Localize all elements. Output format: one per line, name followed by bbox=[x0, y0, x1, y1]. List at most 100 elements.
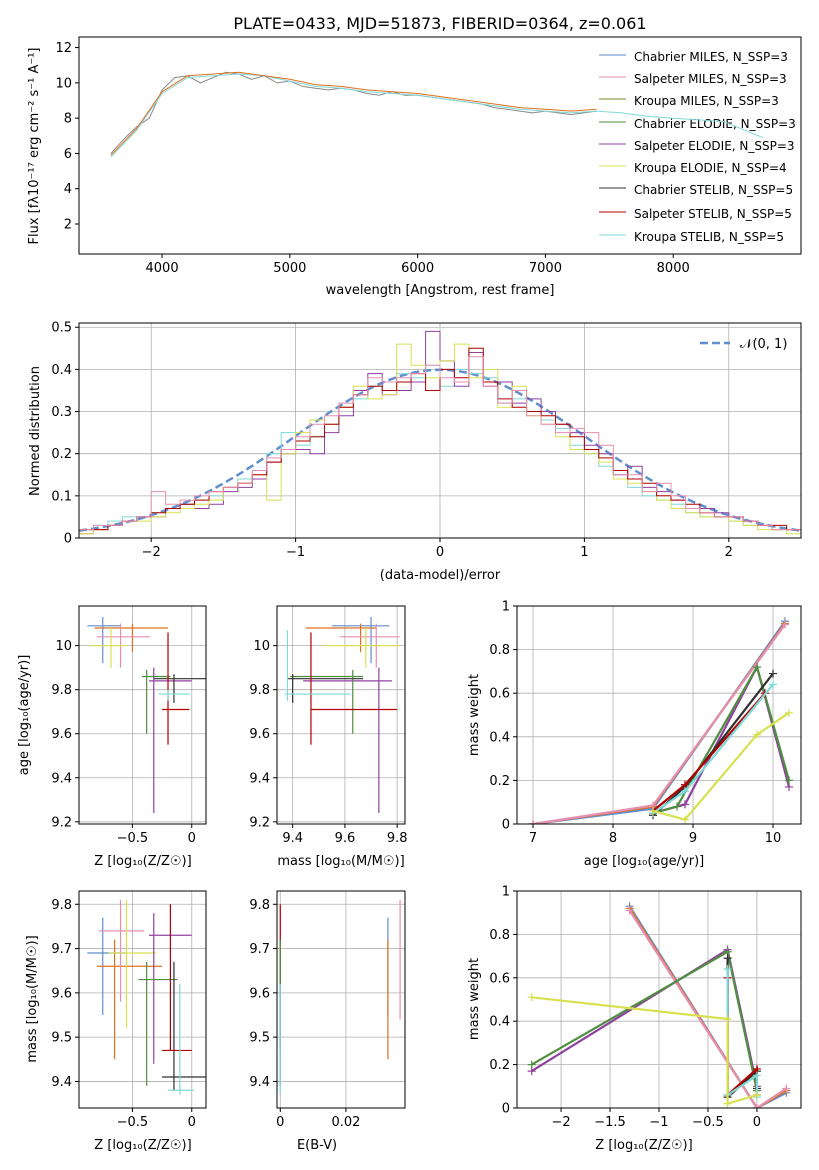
y-tick-label: 9.2 bbox=[51, 815, 72, 830]
series-line bbox=[652, 711, 790, 821]
data-point-marker bbox=[723, 965, 732, 974]
mass-vs-Z-xlabel: Z [log₁₀(Z/Z☉)] bbox=[94, 1138, 191, 1153]
data-point-marker bbox=[681, 800, 689, 809]
legend-entry: Chabrier STELIB, N_SSP=5 bbox=[634, 183, 793, 197]
series-line bbox=[110, 73, 763, 158]
y-tick-label: 9.8 bbox=[249, 683, 270, 698]
x-tick-label: 7 bbox=[529, 831, 537, 846]
x-tick-label: −0.5 bbox=[117, 1115, 149, 1130]
mass-vs-EBV-series-group bbox=[279, 899, 401, 1095]
data-point-marker bbox=[785, 776, 793, 785]
age-vs-mass-series-group bbox=[284, 617, 400, 813]
massweight-vs-Z-plot: −2 −1.5 −1 −0.5 0 0 0.2 0.4 0.6 0.8 1 bbox=[489, 885, 802, 1130]
y-tick-label: 9.6 bbox=[51, 727, 72, 742]
age-vs-Z-ylabel: age [log₁₀(age/yr)] bbox=[17, 655, 32, 776]
massweight-vs-age-series-group bbox=[529, 617, 793, 824]
data-point-marker bbox=[529, 820, 537, 824]
figure-title: PLATE=0433, MJD=51873, FIBERID=0364, z=0… bbox=[233, 14, 646, 33]
y-tick-label: 9.7 bbox=[51, 942, 72, 957]
x-tick-label: −1 bbox=[286, 545, 305, 560]
mass-vs-Z-series-group bbox=[87, 899, 206, 1095]
x-tick-label: 2 bbox=[725, 545, 733, 560]
y-tick-label: 0 bbox=[502, 818, 510, 833]
data-point-marker bbox=[527, 1060, 536, 1069]
data-point-marker bbox=[752, 1090, 761, 1099]
data-point-marker bbox=[752, 1071, 761, 1080]
legend-entry: Salpeter STELIB, N_SSP=5 bbox=[634, 207, 792, 221]
massweight-vs-age-plot: 7 8 9 10 0 0.2 0.4 0.6 0.8 1 bbox=[489, 600, 802, 846]
x-tick-label: 7000 bbox=[529, 261, 562, 276]
residuals-plot: −2 −1 0 1 2 0 0.1 0.2 0.3 0.4 0.5 bbox=[51, 321, 802, 560]
mass-vs-EBV-xlabel: E(B-V) bbox=[297, 1138, 337, 1153]
spectrum-xlabel: wavelength [Angstrom, rest frame] bbox=[326, 283, 555, 298]
x-tick-label: 9.6 bbox=[335, 831, 356, 846]
y-tick-label: 9.2 bbox=[249, 815, 270, 830]
spectrum-ylabel: Flux [fλ10⁻¹⁷ erg cm⁻² s⁻¹ A⁻¹] bbox=[27, 48, 42, 245]
massweight-vs-Z-xlabel: Z [log₁₀(Z/Z☉)] bbox=[595, 1138, 692, 1153]
y-tick-label: 0.4 bbox=[489, 730, 510, 745]
series-line bbox=[531, 996, 758, 1106]
age-vs-Z-series-group bbox=[87, 617, 206, 813]
age-vs-mass-frame bbox=[276, 605, 406, 825]
data-point-marker bbox=[649, 806, 657, 815]
residuals-ylabel: Normed distribution bbox=[28, 366, 43, 496]
residuals-legend-label: 𝒩(0, 1) bbox=[740, 337, 787, 352]
y-tick-label: 0.2 bbox=[489, 774, 510, 789]
x-tick-label: −0.5 bbox=[117, 831, 149, 846]
massweight-vs-Z-series-group bbox=[527, 902, 791, 1108]
x-tick-label: 0 bbox=[276, 1115, 284, 1130]
mass-vs-Z-plot: −0.5 0 9.4 9.5 9.6 9.7 9.8 bbox=[51, 890, 207, 1130]
y-tick-label: 0 bbox=[64, 532, 72, 547]
y-tick-label: 9.7 bbox=[249, 942, 270, 957]
x-tick-label: 0 bbox=[188, 831, 196, 846]
age-vs-Z-frame bbox=[78, 605, 207, 825]
x-tick-label: 8000 bbox=[657, 261, 690, 276]
age-vs-Z-plot: −0.5 0 9.2 9.4 9.6 9.8 10 bbox=[51, 605, 207, 846]
x-tick-label: 0 bbox=[188, 1115, 196, 1130]
y-tick-label: 1 bbox=[502, 600, 510, 615]
y-tick-label: 0.6 bbox=[489, 687, 510, 702]
y-tick-label: 9.6 bbox=[249, 986, 270, 1001]
y-tick-label: 0.5 bbox=[51, 321, 72, 336]
data-point-marker bbox=[527, 993, 536, 1002]
spectrum-series-group bbox=[110, 71, 763, 158]
data-point-marker bbox=[673, 802, 681, 811]
spectrum-frame bbox=[78, 36, 802, 255]
y-tick-label: 9.4 bbox=[249, 771, 270, 786]
y-tick-label: 0.3 bbox=[51, 405, 72, 420]
data-point-marker bbox=[785, 708, 793, 717]
y-tick-label: 9.8 bbox=[249, 898, 270, 913]
y-tick-label: 1 bbox=[502, 885, 510, 900]
massweight-vs-Z-ylabel: mass weight bbox=[467, 958, 482, 1040]
y-tick-label: 0.6 bbox=[489, 971, 510, 986]
data-point-marker bbox=[782, 1084, 791, 1093]
x-tick-label: 4000 bbox=[146, 261, 179, 276]
y-tick-label: 9.6 bbox=[249, 727, 270, 742]
data-point-marker bbox=[781, 620, 789, 629]
data-point-marker bbox=[769, 680, 777, 689]
y-tick-label: 10 bbox=[55, 76, 72, 91]
massweight-vs-age-ylabel: mass weight bbox=[467, 674, 482, 756]
spectrum-panel: wavelength [Angstrom, rest frame] Flux [… bbox=[27, 48, 796, 299]
x-tick-label: −1 bbox=[649, 1115, 668, 1130]
x-tick-label: −2 bbox=[142, 545, 161, 560]
y-tick-label: 0.4 bbox=[51, 363, 72, 378]
mass-vs-EBV-plot: 0 0.02 9.4 9.5 9.6 9.7 9.8 bbox=[249, 890, 406, 1130]
x-tick-label: 5000 bbox=[273, 261, 306, 276]
y-tick-label: 0.2 bbox=[51, 447, 72, 462]
x-tick-label: 0 bbox=[436, 545, 444, 560]
legend-entry: Salpeter MILES, N_SSP=3 bbox=[634, 72, 787, 86]
y-tick-label: 0.2 bbox=[489, 1058, 510, 1073]
x-tick-label: 10 bbox=[765, 831, 782, 846]
x-tick-label: 0 bbox=[753, 1115, 761, 1130]
y-tick-label: 10 bbox=[55, 639, 72, 654]
y-tick-label: 9.4 bbox=[249, 1075, 270, 1090]
legend-entry: Kroupa MILES, N_SSP=3 bbox=[634, 94, 779, 108]
y-tick-label: 9.4 bbox=[51, 771, 72, 786]
y-tick-label: 0.1 bbox=[51, 489, 72, 504]
residuals-xlabel: (data-model)/error bbox=[380, 568, 501, 583]
y-tick-label: 0.4 bbox=[489, 1015, 510, 1030]
y-tick-label: 9.8 bbox=[51, 683, 72, 698]
